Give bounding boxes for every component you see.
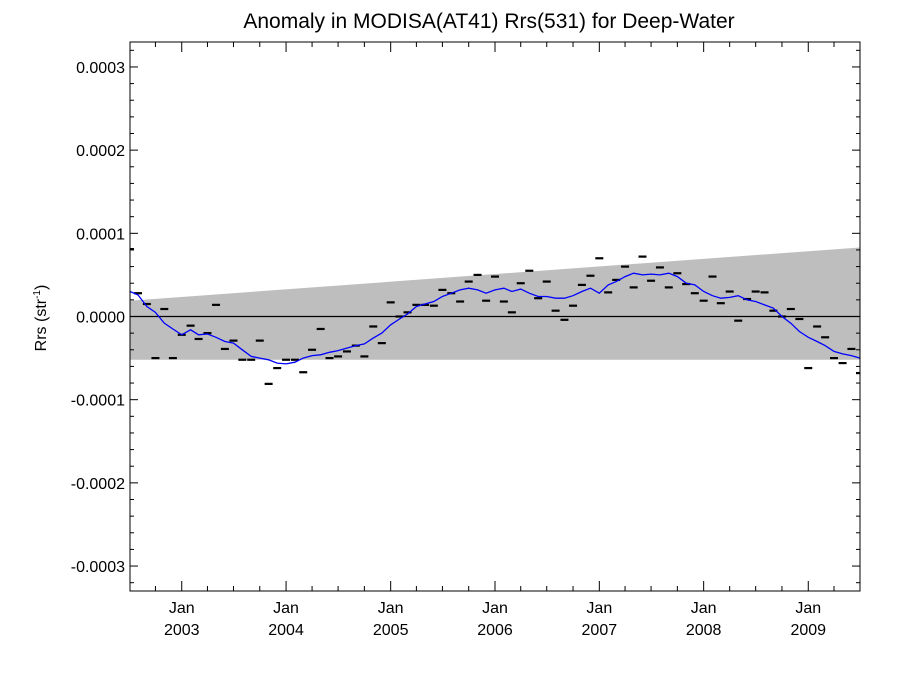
x-tick-label-month: Jan xyxy=(169,600,195,617)
x-tick-label-year: 2006 xyxy=(477,622,513,639)
y-tick-label: -0.0001 xyxy=(71,393,125,410)
x-tick-label-year: 2009 xyxy=(790,622,826,639)
x-tick-label-month: Jan xyxy=(273,600,299,617)
x-tick-label-year: 2003 xyxy=(164,622,200,639)
plot-area xyxy=(129,41,861,592)
x-tick-label-year: 2007 xyxy=(582,622,618,639)
x-tick-label-month: Jan xyxy=(482,600,508,617)
x-tick-label-month: Jan xyxy=(691,600,717,617)
y-axis-label-close: ) xyxy=(33,285,50,290)
y-axis: 0.0003 0.0002 0.0001 0.0000 -0.0001 -0.0002 -0… xyxy=(71,49,860,584)
y-axis-label-superscript: -1 xyxy=(32,290,43,299)
chart-title: Anomaly in MODISA(AT41) Rrs(531) for Dee… xyxy=(243,10,734,33)
confidence-band xyxy=(130,247,860,360)
y-tick-label: 0.0001 xyxy=(76,226,125,243)
x-tick-label-month: Jan xyxy=(378,600,404,617)
data-markers xyxy=(130,248,860,385)
y-tick-label: 0.0003 xyxy=(76,60,125,77)
y-axis-label: Rrs (str-1) xyxy=(32,285,50,352)
x-tick-label-year: 2004 xyxy=(268,622,304,639)
y-tick-label: 0.0000 xyxy=(76,310,125,327)
x-axis: Jan 2003 Jan 2004 Jan 2005 Jan 2006 Jan 2007 Jan 20… xyxy=(154,42,835,639)
x-tick-label-month: Jan xyxy=(586,600,612,617)
y-tick-label: 0.0002 xyxy=(76,143,125,160)
x-tick-label-year: 2005 xyxy=(373,622,409,639)
x-tick-label-month: Jan xyxy=(795,600,821,617)
smoothed-trend-line xyxy=(129,272,861,365)
y-tick-label: -0.0002 xyxy=(71,476,125,493)
y-tick-label: -0.0003 xyxy=(71,559,125,576)
x-tick-label-year: 2008 xyxy=(686,622,722,639)
y-axis-label-main: Rrs (str xyxy=(33,298,50,351)
